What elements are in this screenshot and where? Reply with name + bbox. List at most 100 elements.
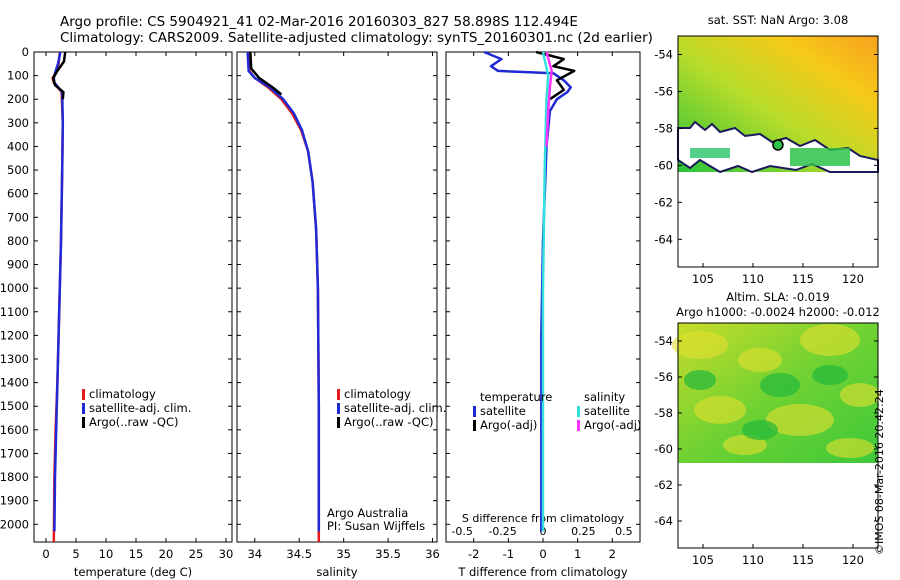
legend-label: Argo(-adj) xyxy=(584,418,641,432)
map-x-tick-label: 115 xyxy=(792,272,814,286)
x-tick-label: 20 xyxy=(159,547,174,561)
x-tick-label: 15 xyxy=(129,547,144,561)
series-line-argo-raw-qc- xyxy=(249,51,283,96)
legend-swatch xyxy=(337,389,340,400)
sla-anomaly xyxy=(826,438,874,458)
legend-label: satellite xyxy=(480,404,526,418)
x-tick-label: 0 xyxy=(42,547,49,561)
salinity-panel: 34 34.5 35 35.5 36 salinity climatologysatelli… xyxy=(236,51,446,579)
map-x-tick-label: 105 xyxy=(692,553,714,567)
legend-swatch xyxy=(337,403,340,414)
map-y-tick-label: -60 xyxy=(654,442,673,456)
y-tick-label: 1100 xyxy=(0,305,29,319)
x-tick-label: 25 xyxy=(189,547,204,561)
argo-float-marker xyxy=(772,139,784,151)
map-y-tick-label: -64 xyxy=(654,514,673,528)
legend-label: Argo(..raw -QC) xyxy=(344,415,434,429)
x-tick-label: 0 xyxy=(539,547,546,561)
x-axis-label: salinity xyxy=(316,565,357,579)
y-tick-label: 1700 xyxy=(0,446,29,460)
sla-anomaly xyxy=(760,373,800,397)
credit-text: ©IMOS 08-Mar-2016 20:42:24 xyxy=(873,389,886,555)
map-frame xyxy=(677,35,879,268)
map-y-tick-label: -60 xyxy=(654,158,673,172)
ice-patch xyxy=(790,148,850,166)
sla-anomaly xyxy=(694,396,746,424)
legend-label: satellite-adj. clim. xyxy=(344,401,446,415)
y-tick-label: 0 xyxy=(22,45,29,59)
x-tick-label: 10 xyxy=(99,547,114,561)
y-tick-label: 1600 xyxy=(0,423,29,437)
sla-anomaly xyxy=(840,383,880,407)
map-y-tick-label: -62 xyxy=(654,478,673,492)
plot-frame xyxy=(236,51,438,543)
legend-swatch xyxy=(473,420,476,431)
legend-label: climatology xyxy=(89,387,156,401)
legend-swatch xyxy=(82,403,85,414)
sla-anomaly xyxy=(766,404,834,436)
sla-anomaly xyxy=(684,370,716,390)
top-x-tick-label: 0.25 xyxy=(571,525,596,538)
legend-swatch xyxy=(577,420,580,431)
y-tick-label: 700 xyxy=(7,210,29,224)
ice-patch xyxy=(690,148,730,158)
legend-swatch xyxy=(82,417,85,428)
plot-frame xyxy=(33,51,233,543)
y-tick-label: 2000 xyxy=(0,517,29,531)
y-tick-label: 600 xyxy=(7,187,29,201)
x-axis-label: temperature (deg C) xyxy=(74,565,192,579)
legend-label: satellite xyxy=(584,404,630,418)
y-tick-label: 400 xyxy=(7,139,29,153)
series-line-satellite-adj-clim- xyxy=(246,51,321,532)
map-x-tick-label: 115 xyxy=(792,553,814,567)
map-x-tick-label: 110 xyxy=(742,553,764,567)
sla-anomaly xyxy=(812,365,848,385)
y-tick-label: 1800 xyxy=(0,470,29,484)
x-axis-label: T difference from climatology xyxy=(457,565,628,579)
legend-label: satellite-adj. clim. xyxy=(89,401,191,415)
map-title: Altim. SLA: -0.019 xyxy=(726,290,830,304)
map-x-tick-label: 110 xyxy=(742,272,764,286)
x-tick-label: 34 xyxy=(247,547,262,561)
y-tick-label: 300 xyxy=(7,116,29,130)
series-line-temperature-argo-adj- xyxy=(535,50,576,101)
sla-anomaly xyxy=(723,435,767,455)
top-x-tick-label: -0.25 xyxy=(488,525,516,538)
annotation-text: PI: Susan Wijffels xyxy=(327,519,425,533)
x-tick-label: -1 xyxy=(503,547,514,561)
y-tick-label: 1300 xyxy=(0,352,29,366)
map-x-tick-label: 120 xyxy=(842,272,864,286)
difference-panel: -2 -1 0 1 2 T difference from climatology -0.5… xyxy=(445,50,641,579)
x-tick-label: 35.5 xyxy=(375,547,401,561)
map-x-tick-label: 120 xyxy=(842,553,864,567)
map-y-tick-label: -58 xyxy=(654,406,673,420)
y-tick-label: 500 xyxy=(7,163,29,177)
sla-anomaly xyxy=(738,348,782,372)
header-line-1: Argo profile: CS 5904921_41 02-Mar-2016 … xyxy=(60,14,578,30)
x-tick-label: 36 xyxy=(425,547,440,561)
top-x-tick-label: -0.5 xyxy=(451,525,472,538)
y-tick-label: 200 xyxy=(7,92,29,106)
sla-anomaly xyxy=(742,420,778,440)
legend-swatch xyxy=(82,389,85,400)
sst-map: sat. SST: NaN Argo: 3.08 -54 -56 -58 -60 -62 -… xyxy=(654,13,879,286)
legend-group-title: temperature xyxy=(480,390,552,404)
legend-label: Argo(..raw -QC) xyxy=(89,415,179,429)
x-tick-label: 2 xyxy=(609,547,616,561)
sla-anomaly xyxy=(800,324,860,356)
legend-label: Argo(-adj) xyxy=(480,418,537,432)
top-x-tick-label: 0.5 xyxy=(615,525,633,538)
sla-anomaly xyxy=(672,331,728,359)
y-tick-label: 1400 xyxy=(0,376,29,390)
map-x-tick-label: 105 xyxy=(692,272,714,286)
x-tick-label: 5 xyxy=(72,547,79,561)
map-y-tick-label: -62 xyxy=(654,195,673,209)
legend-label: climatology xyxy=(344,387,411,401)
top-x-tick-label: 0 xyxy=(540,525,547,538)
x-tick-label: 1 xyxy=(574,547,581,561)
map-y-tick-label: -64 xyxy=(654,232,673,246)
y-tick-label: 1000 xyxy=(0,281,29,295)
header-line-2: Climatology: CARS2009. Satellite-adjuste… xyxy=(60,30,653,46)
map-y-tick-label: -54 xyxy=(654,334,673,348)
